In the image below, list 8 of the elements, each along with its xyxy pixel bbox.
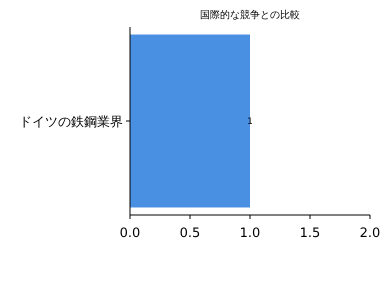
y-tick-label: ドイツの鉄鋼業界	[19, 115, 123, 130]
x-tick-label: 1.0	[240, 226, 260, 241]
data-label: 1	[247, 117, 253, 127]
x-tick-label: 1.5	[300, 226, 320, 241]
x-tick-label: 2.0	[360, 226, 380, 241]
chart-title: 国際的な競争との比較	[200, 9, 300, 21]
x-tick-label: 0.0	[120, 226, 140, 241]
x-tick-label: 0.5	[180, 226, 200, 241]
